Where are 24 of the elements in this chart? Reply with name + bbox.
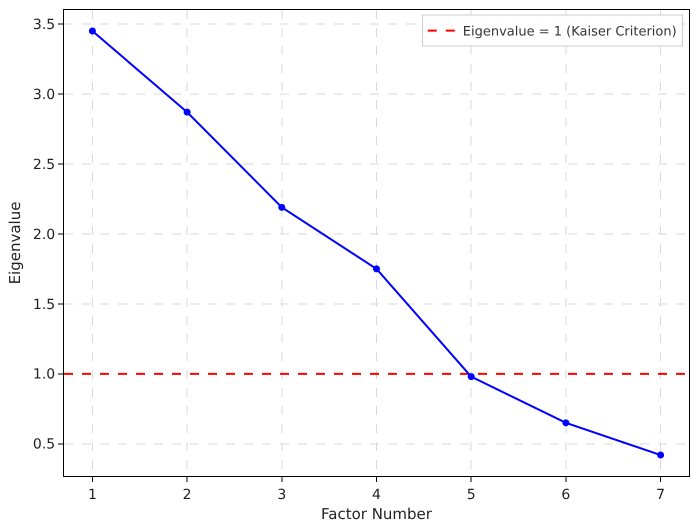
point (184, 108, 191, 116)
x-axis-title: Factor Number (321, 504, 433, 523)
legend-label: Eigenvalue = 1 (Kaiser Criterion) (462, 24, 677, 40)
x-tick-label: 1 (88, 486, 97, 503)
x-tick-label: 3 (277, 486, 286, 503)
y-tick-label: 2.0 (32, 226, 56, 243)
y-tick-label: 1.5 (32, 296, 56, 313)
x-tick-label: 2 (182, 486, 192, 503)
point (562, 419, 570, 426)
y-axis-title: Eigenvalue (6, 202, 24, 284)
point (468, 373, 475, 380)
x-tick-label: 5 (466, 486, 476, 503)
x-tick-label: 4 (372, 486, 382, 503)
y-tick-label: 3.5 (32, 16, 56, 33)
point (657, 452, 664, 459)
point (373, 265, 380, 272)
x-tick-label: 7 (656, 486, 666, 503)
y-tick-label: 2.5 (32, 156, 56, 173)
y-tick-label: 0.5 (32, 436, 56, 453)
point (278, 204, 286, 211)
y-tick-label: 1.0 (32, 366, 56, 383)
point (88, 27, 96, 34)
x-tick-label: 6 (561, 486, 570, 503)
y-tick-label: 3.0 (32, 86, 56, 103)
